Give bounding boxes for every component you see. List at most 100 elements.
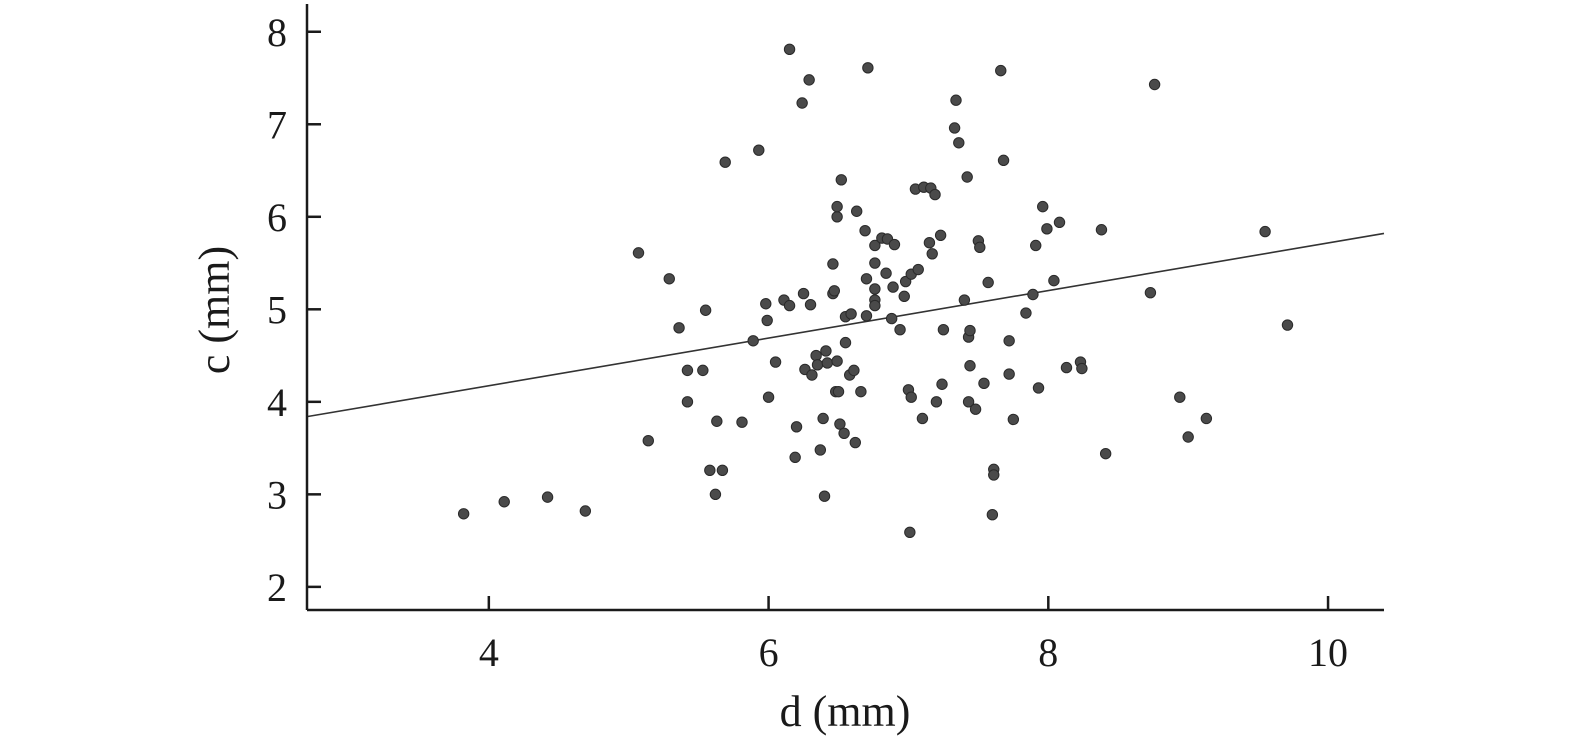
data-point xyxy=(953,137,965,149)
data-point xyxy=(769,356,782,368)
data-point xyxy=(1076,362,1088,375)
data-point xyxy=(978,377,990,390)
data-point xyxy=(862,62,874,74)
x-tick-label: 10 xyxy=(1308,630,1348,675)
data-point xyxy=(885,312,898,325)
data-point xyxy=(1030,239,1042,252)
data-point xyxy=(821,357,834,369)
data-point xyxy=(736,416,748,428)
data-point xyxy=(869,257,881,269)
data-point xyxy=(697,364,709,377)
data-point xyxy=(936,378,948,390)
data-point xyxy=(880,267,892,279)
data-point xyxy=(663,273,675,285)
data-point xyxy=(814,444,827,456)
data-point xyxy=(937,323,950,336)
data-point xyxy=(704,464,716,476)
data-point xyxy=(803,74,815,86)
data-point xyxy=(850,205,863,217)
data-point xyxy=(797,287,810,300)
data-point xyxy=(783,43,796,56)
data-point xyxy=(948,122,961,134)
data-point xyxy=(988,469,1000,481)
x-axis-title: d (mm) xyxy=(780,687,911,736)
data-point xyxy=(673,322,685,334)
data-point xyxy=(579,505,592,517)
data-point xyxy=(811,359,824,371)
data-point xyxy=(916,412,929,425)
data-point xyxy=(958,294,971,306)
data-point xyxy=(783,299,796,312)
data-point xyxy=(827,258,839,270)
data-point xyxy=(832,385,845,398)
data-point xyxy=(681,396,694,408)
y-tick-label: 6 xyxy=(267,195,287,240)
data-point xyxy=(1041,223,1053,235)
data-point xyxy=(818,490,831,502)
data-point xyxy=(855,385,867,398)
data-point xyxy=(747,335,759,347)
trend-line xyxy=(306,232,1385,418)
data-point xyxy=(1053,216,1066,229)
data-point xyxy=(804,298,817,311)
data-point xyxy=(699,304,712,316)
data-point xyxy=(869,283,881,295)
data-point xyxy=(820,345,832,357)
data-point xyxy=(681,364,694,377)
data-point xyxy=(961,171,973,183)
data-point xyxy=(835,174,848,186)
data-point xyxy=(905,391,917,403)
data-point xyxy=(1182,431,1194,443)
data-point xyxy=(974,241,986,254)
data-point xyxy=(817,412,829,425)
data-point xyxy=(753,144,765,156)
x-tick-label: 6 xyxy=(759,630,779,675)
y-axis-title: c (mm) xyxy=(190,246,239,374)
data-point xyxy=(926,248,938,260)
data-point xyxy=(642,434,654,447)
data-point xyxy=(716,464,729,476)
data-point xyxy=(887,281,899,293)
data-point xyxy=(1003,368,1015,380)
data-point xyxy=(1020,307,1032,319)
data-point xyxy=(964,360,976,372)
data-point xyxy=(709,488,722,501)
data-point xyxy=(950,94,962,106)
data-point xyxy=(457,508,470,520)
data-point xyxy=(838,427,850,439)
data-point xyxy=(761,314,773,327)
data-point xyxy=(1095,224,1108,236)
data-point xyxy=(898,290,910,303)
y-tick-label: 5 xyxy=(267,287,287,332)
data-point xyxy=(923,236,936,249)
data-point xyxy=(762,391,775,403)
data-point xyxy=(1032,382,1045,394)
data-point xyxy=(845,308,857,320)
data-point xyxy=(894,323,906,336)
data-point xyxy=(986,509,999,521)
data-point xyxy=(1003,335,1015,347)
data-point xyxy=(982,276,994,289)
data-point xyxy=(711,415,723,427)
data-point xyxy=(834,418,846,430)
data-point xyxy=(888,238,901,251)
y-tick-label: 2 xyxy=(267,565,287,610)
data-point xyxy=(806,369,818,381)
data-point xyxy=(995,64,1007,77)
data-point xyxy=(1200,412,1213,425)
data-point xyxy=(796,97,808,109)
data-point xyxy=(869,299,881,312)
data-point xyxy=(860,310,873,322)
y-tick-label: 4 xyxy=(267,380,287,425)
data-point xyxy=(969,403,982,415)
data-point xyxy=(789,451,801,464)
data-point xyxy=(860,273,873,285)
data-point xyxy=(1037,200,1049,213)
data-point xyxy=(632,247,645,259)
data-point xyxy=(1281,319,1294,331)
data-point xyxy=(831,211,843,223)
y-tick-label: 8 xyxy=(267,10,287,55)
data-point xyxy=(760,298,772,310)
data-point xyxy=(997,154,1010,167)
